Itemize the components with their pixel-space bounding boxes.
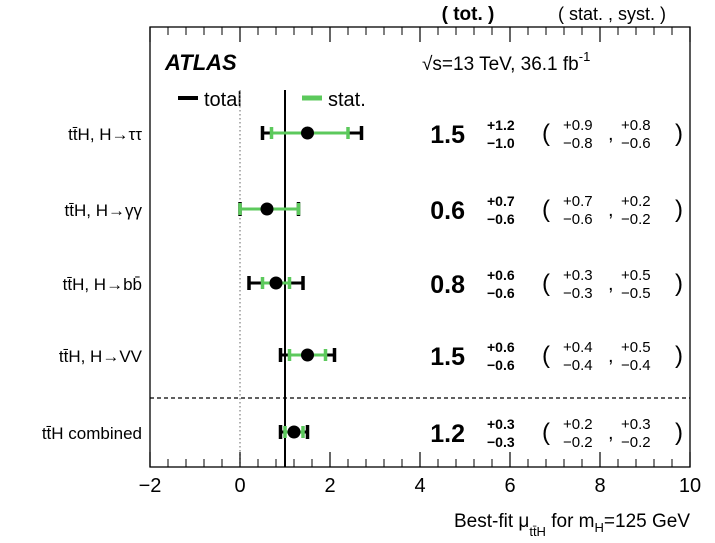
x-tick-label: 8 [594, 475, 605, 497]
close-paren: ) [675, 120, 683, 147]
close-paren: ) [675, 270, 683, 297]
stat-up-error: +0.7 [563, 193, 593, 210]
best-fit-value: 1.5 [430, 343, 465, 371]
column-header-components: ( stat. , syst. ) [558, 4, 666, 24]
x-tick-label: 6 [504, 475, 515, 497]
x-axis-label: Best-fit μtt̄H for mH=125 GeV [454, 511, 690, 539]
x-axis-label-main: Best-fit μ [454, 511, 529, 532]
result-row: tt̄H, H→ττ 1.5 +1.2 −1.0 ( +0.9−0.8, +0.8−0.6) [68, 117, 683, 152]
row-label: tt̄H combined [42, 424, 142, 443]
x-tick-label: 4 [414, 475, 425, 497]
close-paren: ) [675, 342, 683, 369]
row-label: tt̄H, H→γγ [65, 201, 143, 220]
close-paren: ) [675, 196, 683, 223]
best-fit-value: 0.6 [430, 197, 465, 225]
best-fit-point [287, 425, 301, 439]
lumi-exponent: -1 [579, 49, 591, 64]
open-paren: ( [542, 196, 550, 223]
x-tick-label: 0 [234, 475, 245, 497]
x-tick-label: −2 [139, 475, 162, 497]
best-fit-value: 0.8 [430, 271, 465, 299]
total-up-error: +1.2 [487, 117, 515, 133]
stat-up-error: +0.3 [563, 267, 593, 284]
total-down-error: −0.6 [487, 285, 515, 301]
total-up-error: +0.6 [487, 339, 515, 355]
stat-down-error: −0.6 [563, 211, 593, 228]
row-label: tt̄H, H→bb̄ [63, 275, 142, 294]
best-fit-value: 1.5 [430, 121, 465, 149]
syst-up-error: +0.2 [621, 193, 651, 210]
stat-down-error: −0.4 [563, 357, 593, 374]
x-axis-label-rest: for m [546, 511, 595, 532]
syst-down-error: −0.2 [621, 434, 651, 451]
energy-text: √s=13 TeV, 36.1 fb [422, 54, 579, 75]
total-up-error: +0.3 [487, 416, 515, 432]
comma: , [608, 199, 614, 221]
syst-down-error: −0.4 [621, 357, 651, 374]
x-tick-label: 10 [679, 475, 701, 497]
comma: , [608, 123, 614, 145]
row-label: tt̄H, H→ττ [68, 125, 142, 144]
x-axis-label-sub2: H [595, 520, 604, 535]
total-down-error: −1.0 [487, 135, 515, 151]
x-axis-label-sub: tt̄H [529, 524, 546, 539]
total-down-error: −0.6 [487, 357, 515, 373]
column-header-total: ( tot. ) [442, 4, 495, 25]
syst-up-error: +0.3 [621, 416, 651, 433]
x-axis: −2 0 2 4 6 8 10 [139, 27, 701, 497]
total-down-error: −0.3 [487, 434, 515, 450]
comma: , [608, 345, 614, 367]
open-paren: ( [542, 342, 550, 369]
syst-down-error: −0.2 [621, 211, 651, 228]
stat-down-error: −0.3 [563, 285, 593, 302]
open-paren: ( [542, 120, 550, 147]
x-axis-label-rest2: =125 GeV [604, 511, 690, 532]
result-row: tt̄H combined 1.2 +0.3−0.3(+0.2−0.2, +0.3−0… [42, 416, 683, 451]
open-paren: ( [542, 270, 550, 297]
stat-up-error: +0.2 [563, 416, 593, 433]
best-fit-point [301, 348, 314, 362]
comma: , [608, 273, 614, 295]
energy-label: √s=13 TeV, 36.1 fb-1 [422, 49, 590, 75]
stat-down-error: −0.2 [563, 434, 593, 451]
open-paren: ( [542, 419, 550, 446]
syst-down-error: −0.5 [621, 285, 651, 302]
best-fit-point [260, 202, 274, 216]
x-tick-label: 2 [324, 475, 335, 497]
total-up-error: +0.7 [487, 193, 515, 209]
syst-down-error: −0.6 [621, 135, 651, 152]
legend-total-label: total [204, 89, 242, 111]
rows-group: tt̄H, H→ττ 1.5 +1.2−1.0(+0.9−0.8, +0.8−0.6)… [42, 117, 683, 451]
legend-stat-label: stat. [328, 89, 366, 111]
row-label: tt̄H, H→VV [59, 347, 143, 366]
result-row: tt̄H, H→VV 1.5 +0.6−0.6(+0.4−0.4, +0.5−0.4) [59, 339, 683, 374]
syst-up-error: +0.8 [621, 117, 651, 134]
syst-up-error: +0.5 [621, 267, 651, 284]
best-fit-value: 1.2 [430, 420, 465, 448]
stat-up-error: +0.4 [563, 339, 593, 356]
total-up-error: +0.6 [487, 267, 515, 283]
comma: , [608, 422, 614, 444]
syst-up-error: +0.5 [621, 339, 651, 356]
stat-up-error: +0.9 [563, 117, 593, 134]
close-paren: ) [675, 419, 683, 446]
result-row: tt̄H, H→bb̄ 0.8 +0.6 −0.6 ( +0.3−0.3, +0.5−0.5… [63, 267, 683, 302]
atlas-label: ATLAS [164, 50, 237, 75]
stat-down-error: −0.8 [563, 135, 593, 152]
total-down-error: −0.6 [487, 211, 515, 227]
result-row: tt̄H, H→γγ 0.6 +0.7−0.6(+0.7−0.6, +0.2−0.2) [65, 193, 683, 228]
best-fit-point [269, 276, 283, 290]
best-fit-point [301, 126, 314, 140]
